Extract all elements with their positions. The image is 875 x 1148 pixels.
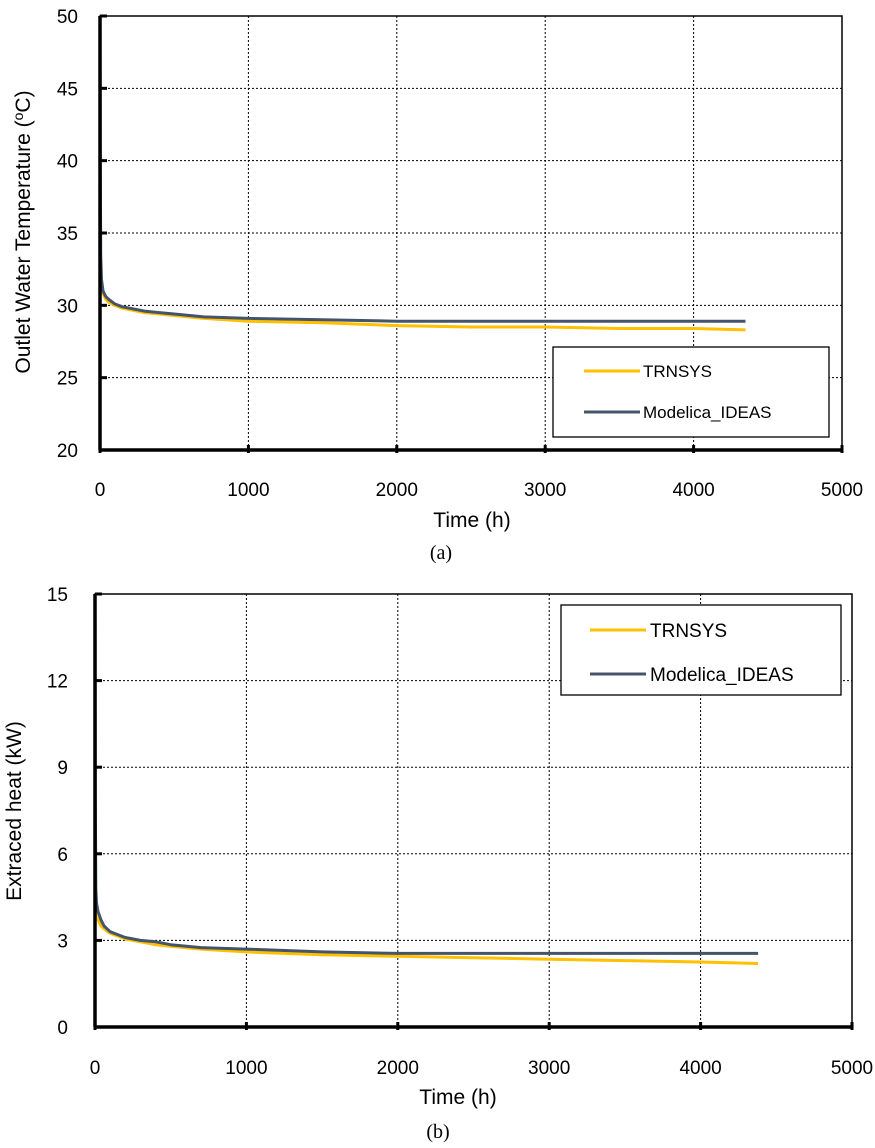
chart-b-series-line-modelica-ideas xyxy=(93,593,759,955)
chart-a-x-tick-label: 5000 xyxy=(821,480,863,501)
chart-a-x-tick-label: 1000 xyxy=(227,480,269,501)
chart-a-caption: (a) xyxy=(430,542,452,564)
chart-a-y-tick-label: 35 xyxy=(57,224,78,245)
chart-a-y-tick-label: 40 xyxy=(57,152,78,173)
chart-a-y-tick-label: 25 xyxy=(57,369,78,390)
chart-b-x-tick-label: 2000 xyxy=(377,1058,419,1079)
chart-a-series-line-modelica-ideas xyxy=(98,15,746,323)
chart-b-x-ticks: 0 1000 2000 3000 4000 5000 xyxy=(90,1022,873,1079)
chart-b-y-tick-label: 3 xyxy=(57,931,68,952)
chart-a-legend-label-trnsys: TRNSYS xyxy=(643,362,712,381)
chart-b-legend: TRNSYS Modelica_IDEAS xyxy=(560,604,842,696)
chart-a-y-ticks: 20 25 30 35 40 45 50 xyxy=(57,7,107,462)
chart-a-series-line-trnsys xyxy=(98,261,746,332)
chart-a-legend-label-modelica: Modelica_IDEAS xyxy=(643,403,772,422)
chart-a-x-tick-label: 4000 xyxy=(672,480,714,501)
chart-b-y-tick-label: 6 xyxy=(57,845,68,866)
chart-b-y-tick-label: 12 xyxy=(47,672,68,693)
chart-a-y-tick-label: 45 xyxy=(57,79,78,100)
chart-a-x-tick-label: 3000 xyxy=(524,480,566,501)
chart-b-y-tick-label: 15 xyxy=(47,585,68,606)
chart-a-y-tick-label: 50 xyxy=(57,7,78,28)
chart-b-series-line-trnsys xyxy=(93,908,759,965)
chart-b-x-tick-label: 1000 xyxy=(225,1058,267,1079)
chart-a-y-tick-label: 30 xyxy=(57,296,78,317)
chart-b-x-axis-label: Time (h) xyxy=(419,1086,496,1109)
chart-a-x-axis-label: Time (h) xyxy=(433,509,510,532)
chart-b-x-tick-label: 5000 xyxy=(831,1058,873,1079)
chart-b-x-tick-label: 3000 xyxy=(528,1058,570,1079)
chart-a-x-tick-label: 2000 xyxy=(376,480,418,501)
chart-a: 20 25 30 35 40 45 50 0 1000 2000 3000 4000 5000 Out… xyxy=(10,7,863,564)
chart-b-legend-label-trnsys: TRNSYS xyxy=(650,621,727,642)
chart-b-y-axis-label: Extraced heat (kW) xyxy=(3,721,26,901)
chart-b-y-tick-label: 9 xyxy=(57,758,68,779)
chart-b-caption: (b) xyxy=(426,1121,449,1143)
chart-a-legend-box xyxy=(552,346,830,438)
chart-b-y-ticks: 0 3 6 9 12 15 xyxy=(47,585,102,1039)
chart-b-legend-box xyxy=(560,604,842,696)
chart-a-y-axis-label: Outlet Water Temperature (oC) xyxy=(10,90,35,373)
chart-a-series xyxy=(98,15,746,332)
chart-a-x-tick-label: 0 xyxy=(95,480,106,501)
chart-b-y-tick-label: 0 xyxy=(57,1018,68,1039)
chart-b: 0 3 6 9 12 15 0 1000 2000 3000 4000 5000 Extraced … xyxy=(3,585,873,1143)
chart-a-legend: TRNSYS Modelica_IDEAS xyxy=(552,346,830,438)
chart-a-y-tick-label: 20 xyxy=(57,441,78,462)
chart-a-x-ticks: 0 1000 2000 3000 4000 5000 xyxy=(95,445,863,501)
chart-b-x-tick-label: 4000 xyxy=(679,1058,721,1079)
chart-b-x-tick-label: 0 xyxy=(90,1058,101,1079)
chart-b-legend-label-modelica: Modelica_IDEAS xyxy=(650,665,794,686)
chart-b-series xyxy=(93,593,759,965)
